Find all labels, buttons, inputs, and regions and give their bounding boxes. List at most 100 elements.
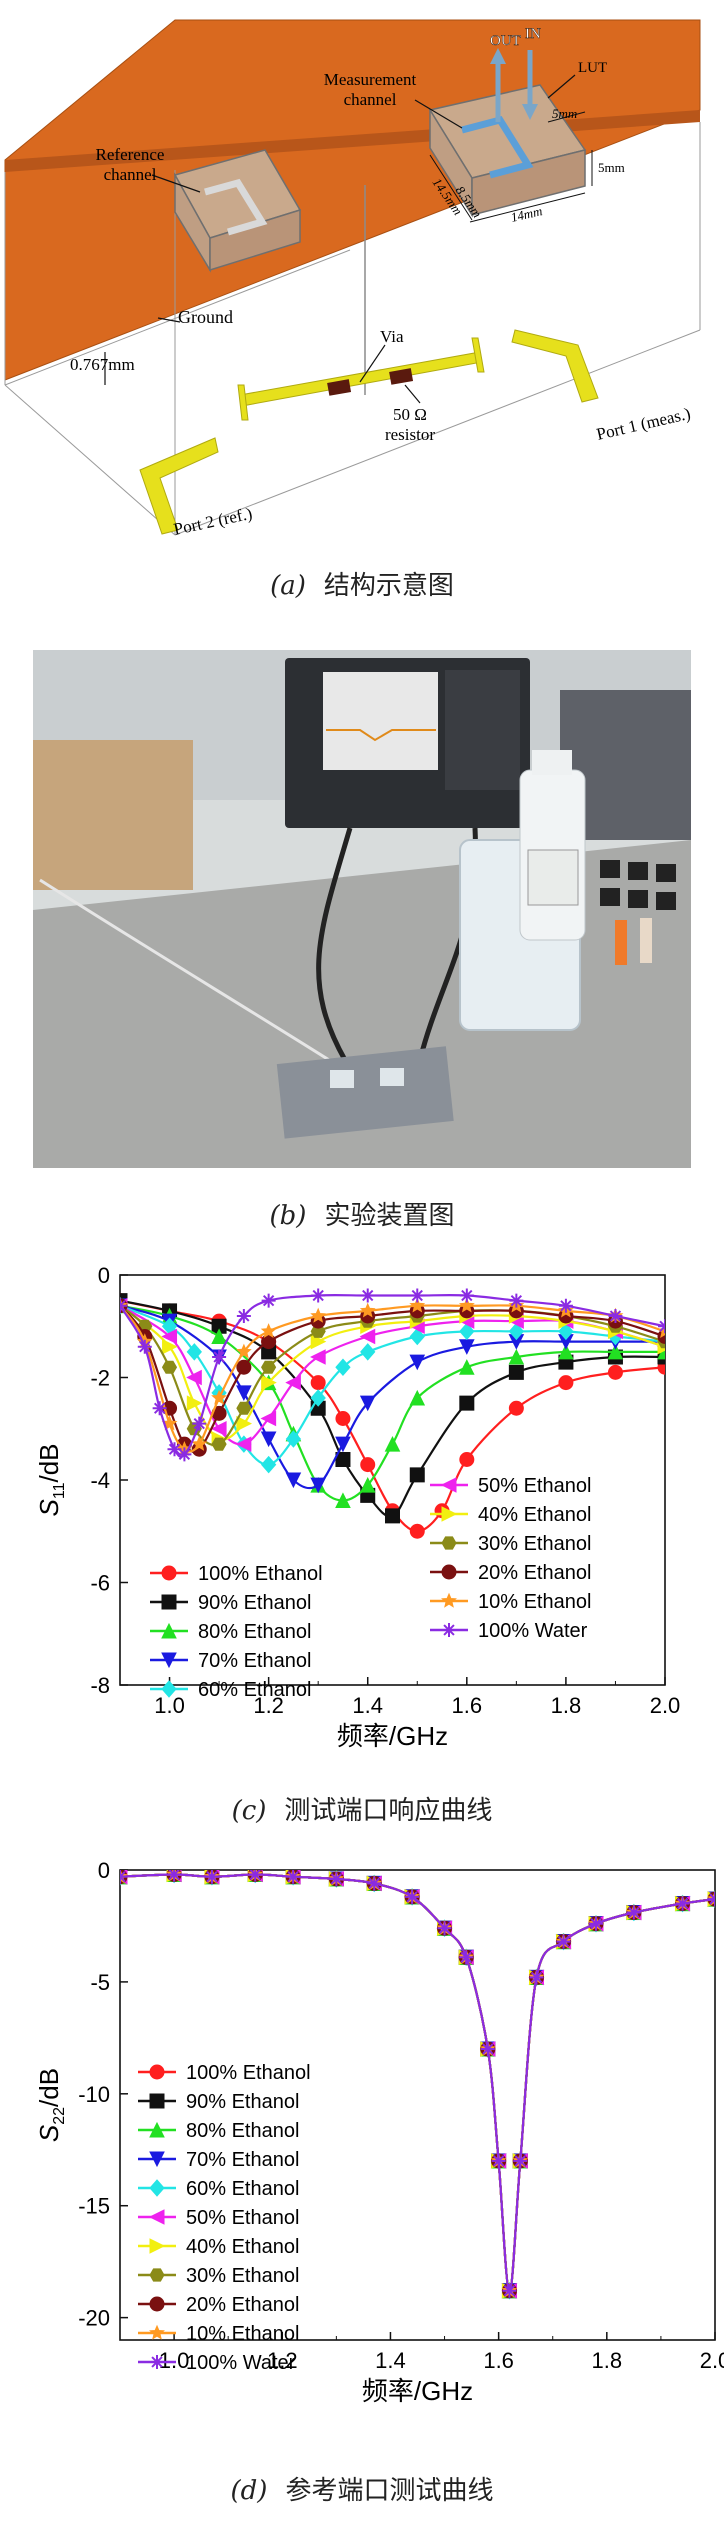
- label-lut: LUT: [578, 60, 607, 76]
- data-point: [409, 1467, 425, 1483]
- caption-a-letter: (a): [270, 571, 306, 601]
- data-point: [310, 1389, 326, 1407]
- data-point: [607, 1343, 624, 1360]
- caption-d: (d) 参考端口测试曲线: [0, 2470, 724, 2507]
- series-100-water: [120, 1870, 715, 2298]
- legend-label: 50% Ethanol: [186, 2207, 299, 2229]
- microstrip-lines: [139, 329, 599, 535]
- data-point: [211, 1437, 227, 1451]
- legend-entry: 100% Ethanol: [138, 2062, 311, 2084]
- structure-diagram-svg: Reference channel Measurement channel OUT …: [4, 19, 701, 539]
- y-tick-label: -8: [90, 1673, 110, 1698]
- legend-entry: 40% Ethanol: [430, 1504, 591, 1526]
- label-dim-5mm-a: 5mm: [552, 106, 577, 121]
- data-point: [261, 1293, 276, 1308]
- data-point: [459, 1395, 475, 1411]
- legend-entry: 100% Water: [138, 2352, 296, 2374]
- data-point: [513, 2153, 528, 2168]
- caption-b-letter: (b): [269, 1201, 307, 1231]
- data-point: [558, 1343, 574, 1360]
- y-axis-label-sub: 22: [51, 2107, 68, 2125]
- data-point: [608, 1309, 623, 1323]
- legend-label: 100% Ethanol: [186, 2062, 311, 2084]
- resistor-right: [389, 368, 414, 385]
- legend-label: 80% Ethanol: [186, 2120, 299, 2142]
- data-point: [437, 1921, 452, 1936]
- leader-lines: [104, 74, 576, 404]
- data-point: [529, 1970, 544, 1985]
- data-point: [675, 1896, 690, 1911]
- x-tick-label: 1.0: [159, 2348, 190, 2373]
- data-point: [359, 1302, 376, 1318]
- data-point: [508, 1322, 525, 1341]
- y-tick-label: -4: [90, 1468, 110, 1493]
- x-tick-label: 1.8: [551, 1693, 582, 1718]
- data-point: [261, 1374, 277, 1391]
- data-point: [409, 1327, 425, 1346]
- legend-label: 30% Ethanol: [186, 2265, 299, 2287]
- data-point: [658, 1319, 665, 1334]
- label-resistor-line1: 50 Ω: [393, 405, 427, 424]
- legend-entry: 90% Ethanol: [150, 1592, 311, 1614]
- data-point: [458, 1297, 475, 1313]
- legend-label: 40% Ethanol: [186, 2236, 299, 2258]
- data-point: [360, 1457, 376, 1473]
- data-point: [335, 1411, 351, 1426]
- y-tick-label: 0: [98, 1263, 110, 1288]
- data-point: [626, 1905, 641, 1920]
- data-point: [177, 1447, 192, 1462]
- legend-marker: [441, 1592, 457, 1608]
- data-point: [236, 1359, 252, 1375]
- data-point: [235, 1436, 252, 1452]
- plot-area: [120, 1870, 715, 2300]
- data-point: [310, 1477, 326, 1494]
- x-tick-label: 2.0: [650, 1693, 681, 1718]
- data-point: [161, 1360, 178, 1374]
- data-point: [558, 1322, 574, 1341]
- data-point: [360, 1343, 376, 1361]
- legend-marker: [149, 2268, 165, 2282]
- legend-label: 80% Ethanol: [198, 1621, 311, 1643]
- series-50-ethanol: [120, 1297, 665, 1452]
- data-point: [508, 1364, 524, 1380]
- data-point: [310, 1307, 327, 1323]
- data-point: [459, 1452, 475, 1467]
- caption-d-letter: (d): [230, 2476, 268, 2506]
- x-axis-label: 频率/GHz: [337, 1721, 448, 1751]
- y-axis-label-unit: /dB: [34, 2068, 64, 2107]
- legend-entry: 40% Ethanol: [138, 2236, 299, 2258]
- legend-label: 100% Water: [186, 2352, 296, 2374]
- legend-marker: [148, 2209, 165, 2225]
- data-point: [192, 1416, 207, 1431]
- panel-c-s11-chart: 1.0 1.2 1.4 1.6 1.8 2.0 0 -2 -4 -6 -8 频率/GHz S11/dB 1…: [0, 1255, 724, 1775]
- data-point: [409, 1297, 426, 1313]
- legend-marker: [149, 2093, 165, 2109]
- label-resistor-line2: resistor: [385, 425, 435, 444]
- label-measurement-channel: Measurement channel: [324, 70, 417, 109]
- x-tick-label: 1.4: [352, 1693, 383, 1718]
- legend-marker: [161, 1622, 177, 1639]
- data-point: [508, 1348, 525, 1365]
- y-axis-label-unit: /dB: [34, 1444, 64, 1483]
- data-point: [210, 1420, 227, 1437]
- data-point: [459, 1359, 475, 1375]
- caption-b: (b) 实验装置图: [0, 1195, 724, 1232]
- label-reference-line1: Reference: [96, 145, 165, 164]
- data-point: [162, 1338, 178, 1355]
- data-point: [558, 1298, 573, 1313]
- data-point: [409, 1523, 425, 1539]
- legend-label: 10% Ethanol: [186, 2323, 299, 2345]
- caption-a: (a) 结构示意图: [0, 565, 724, 602]
- label-measurement-line2: channel: [344, 90, 397, 109]
- legend-entry: 100% Water: [430, 1620, 588, 1642]
- x-tick-label: 1.6: [483, 2348, 514, 2373]
- data-point: [329, 1871, 344, 1886]
- y-tick-label: -10: [78, 2082, 110, 2107]
- y-tick-label: -5: [90, 1970, 110, 1995]
- data-point: [410, 1288, 425, 1303]
- data-point: [459, 1950, 474, 1965]
- legend-entry: 10% Ethanol: [138, 2323, 299, 2345]
- data-point: [556, 1934, 571, 1949]
- data-point: [261, 1334, 277, 1350]
- legend-marker: [161, 1680, 177, 1698]
